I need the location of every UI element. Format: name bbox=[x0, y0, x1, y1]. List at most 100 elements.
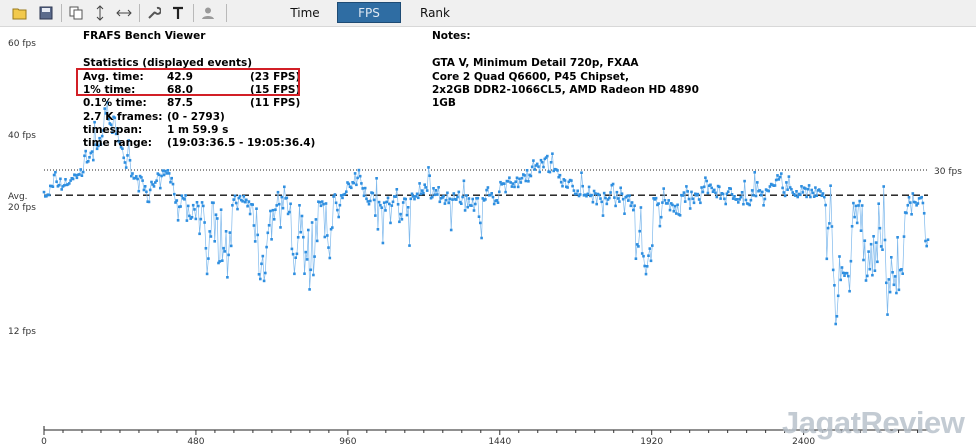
fps-point bbox=[796, 195, 799, 199]
fps-point bbox=[805, 195, 808, 199]
fps-point bbox=[893, 275, 897, 278]
fps-point bbox=[678, 214, 682, 217]
fps-point bbox=[62, 184, 66, 187]
fps-point bbox=[116, 127, 119, 130]
user-icon[interactable] bbox=[198, 3, 218, 23]
fps-point bbox=[97, 144, 100, 148]
fps-point bbox=[756, 181, 759, 184]
fps-point bbox=[133, 176, 137, 180]
fps-point bbox=[503, 182, 506, 185]
fps-point bbox=[159, 186, 162, 190]
stat-value-timespan: 1 m 59.9 s bbox=[167, 124, 229, 136]
fps-point bbox=[586, 192, 590, 196]
x-tick-label: 1920 bbox=[640, 437, 663, 444]
fps-point bbox=[135, 175, 138, 178]
fps-point bbox=[584, 193, 587, 197]
fps-point bbox=[542, 165, 545, 169]
fps-point bbox=[391, 200, 395, 204]
fps-point bbox=[283, 185, 286, 189]
notes-line-4: 1GB bbox=[432, 97, 456, 109]
fit-horizontal-icon[interactable] bbox=[114, 3, 134, 23]
fps-point bbox=[449, 228, 453, 232]
fps-point bbox=[815, 194, 818, 197]
fps-point bbox=[481, 197, 485, 200]
fps-point bbox=[799, 193, 802, 197]
fps-point bbox=[750, 189, 754, 192]
fps-point bbox=[819, 190, 822, 193]
fps-point bbox=[352, 181, 356, 185]
fps-point bbox=[155, 179, 158, 182]
fps-point bbox=[681, 194, 684, 197]
x-tick-label: 1440 bbox=[488, 437, 511, 444]
fps-point bbox=[675, 212, 678, 215]
fps-point bbox=[476, 196, 480, 200]
wrench-icon[interactable] bbox=[144, 3, 164, 23]
fps-point bbox=[124, 166, 128, 169]
fps-point bbox=[713, 188, 716, 192]
fps-point bbox=[863, 239, 867, 242]
tab-time[interactable]: Time bbox=[290, 5, 320, 20]
fps-point bbox=[538, 170, 541, 174]
fps-point bbox=[686, 190, 689, 193]
fps-point bbox=[89, 151, 93, 155]
fps-point bbox=[462, 179, 466, 183]
copy-icon[interactable] bbox=[66, 3, 86, 23]
fps-point bbox=[324, 202, 328, 205]
fps-point bbox=[310, 221, 314, 224]
notes-line-2: Core 2 Quad Q6600, P45 Chipset, bbox=[432, 71, 629, 83]
fps-point bbox=[377, 200, 381, 204]
fps-point bbox=[111, 131, 114, 134]
fps-point bbox=[556, 169, 559, 172]
fps-point bbox=[614, 204, 617, 208]
tab-rank[interactable]: Rank bbox=[420, 5, 450, 20]
fit-vertical-icon[interactable] bbox=[90, 3, 110, 23]
fps-point bbox=[790, 188, 793, 191]
fps-point bbox=[424, 186, 428, 189]
fps-point bbox=[443, 202, 447, 205]
fps-point bbox=[897, 288, 901, 292]
fps-point bbox=[385, 200, 388, 204]
fps-point bbox=[264, 271, 267, 275]
fps-point bbox=[616, 197, 620, 200]
stat-label-timerange: time range: bbox=[83, 137, 152, 149]
fps-point bbox=[749, 198, 753, 202]
fps-point bbox=[332, 195, 335, 198]
fps-point bbox=[319, 204, 323, 208]
fps-point bbox=[857, 204, 860, 207]
fps-point bbox=[619, 186, 622, 190]
fps-point bbox=[472, 209, 476, 212]
fps-point bbox=[307, 228, 310, 232]
fps-point bbox=[833, 284, 836, 287]
fps-point bbox=[410, 192, 414, 196]
fps-point bbox=[366, 200, 370, 203]
fps-point bbox=[176, 219, 180, 222]
fps-point bbox=[821, 192, 825, 195]
fps-point bbox=[676, 203, 679, 207]
save-icon[interactable] bbox=[36, 3, 56, 23]
fps-point bbox=[417, 196, 420, 200]
fps-point bbox=[456, 195, 459, 199]
fps-point bbox=[205, 272, 209, 276]
text-icon[interactable] bbox=[168, 3, 188, 23]
fps-point bbox=[94, 143, 98, 147]
fps-point bbox=[752, 194, 755, 197]
fps-point bbox=[682, 191, 686, 194]
fps-point bbox=[485, 188, 488, 192]
fps-point bbox=[245, 198, 248, 202]
fps-point bbox=[900, 268, 903, 271]
open-folder-icon[interactable] bbox=[10, 3, 30, 23]
fps-point bbox=[697, 198, 701, 201]
fps-point bbox=[396, 203, 400, 206]
fps-point bbox=[781, 186, 784, 190]
fps-point bbox=[409, 197, 413, 201]
fps-point bbox=[431, 195, 434, 199]
fps-point bbox=[532, 159, 535, 162]
fps-point bbox=[142, 188, 146, 192]
fps-point bbox=[442, 194, 445, 198]
fps-point bbox=[414, 195, 418, 198]
fps-point bbox=[170, 176, 173, 180]
fps-point bbox=[524, 179, 528, 183]
tab-fps[interactable]: FPS bbox=[337, 2, 401, 23]
fps-point bbox=[647, 254, 650, 257]
fps-point bbox=[552, 169, 555, 173]
